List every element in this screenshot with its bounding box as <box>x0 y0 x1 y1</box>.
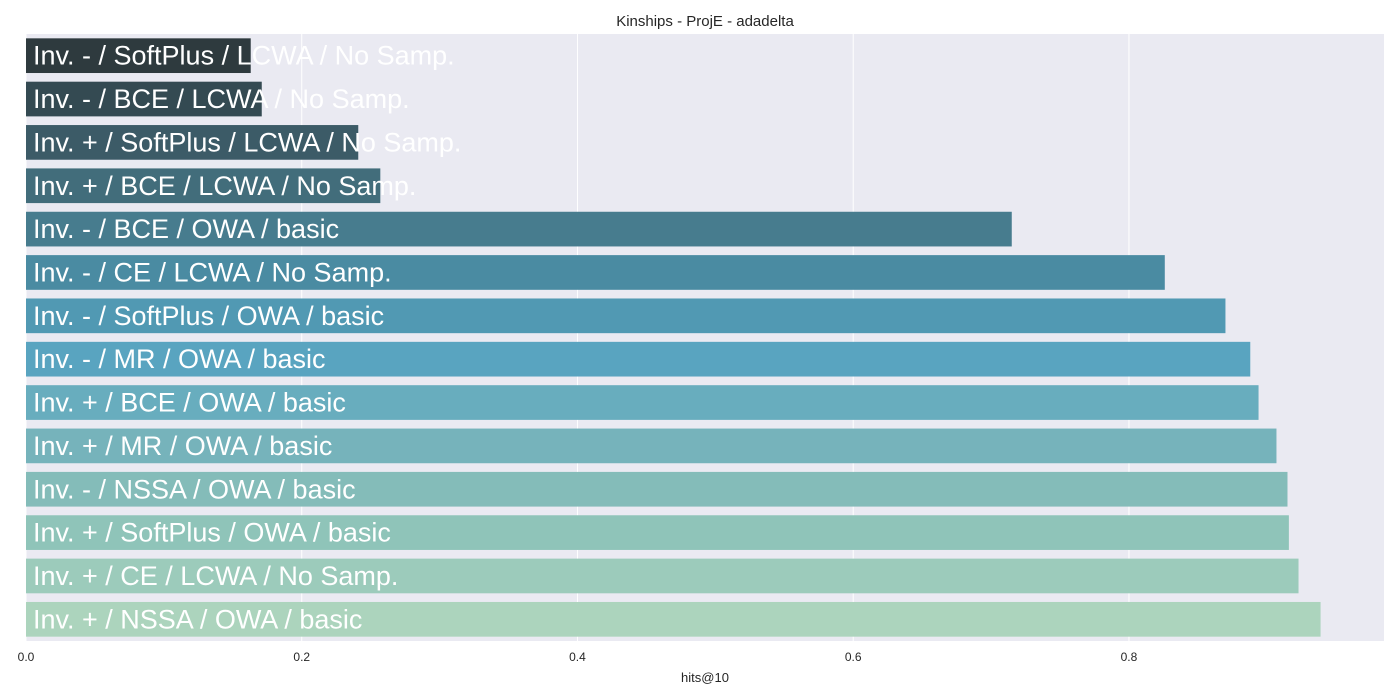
bar-label: Inv. - / SoftPlus / LCWA / No Samp. <box>33 41 455 71</box>
x-tick-labels: 0.0 0.2 0.4 0.6 0.8 <box>18 650 1138 664</box>
bar <box>26 428 1277 464</box>
bar-label: Inv. + / CE / LCWA / No Samp. <box>33 561 398 591</box>
x-tick-label: 0.4 <box>569 650 586 664</box>
bar <box>26 471 1288 507</box>
bar <box>26 168 381 204</box>
bar <box>26 601 1321 637</box>
bar <box>26 38 251 74</box>
bar <box>26 558 1299 594</box>
bar <box>26 298 1226 334</box>
bar-label: Inv. + / BCE / OWA / basic <box>33 388 346 418</box>
bar-label: Inv. - / SoftPlus / OWA / basic <box>33 301 384 331</box>
bar-labels: Inv. - / SoftPlus / LCWA / No Samp. Inv. … <box>33 41 461 635</box>
bar <box>26 81 262 117</box>
bar-label: Inv. + / MR / OWA / basic <box>33 431 332 461</box>
x-tick-label: 0.6 <box>845 650 862 664</box>
chart-title: Kinships - ProjE - adadelta <box>616 13 794 30</box>
x-axis-label: hits@10 <box>681 670 729 685</box>
bar <box>26 255 1165 290</box>
x-tick-label: 0.2 <box>293 650 310 664</box>
bar-label: Inv. + / BCE / LCWA / No Samp. <box>33 171 416 201</box>
bars <box>26 38 1321 637</box>
bar-label: Inv. - / BCE / LCWA / No Samp. <box>33 84 410 114</box>
bar <box>26 125 359 160</box>
bar-label: Inv. - / MR / OWA / basic <box>33 344 326 374</box>
bar <box>26 515 1289 550</box>
bar-label: Inv. - / NSSA / OWA / basic <box>33 474 356 504</box>
bar-label: Inv. - / BCE / OWA / basic <box>33 214 339 244</box>
bar <box>26 341 1251 377</box>
bar-label: Inv. + / SoftPlus / LCWA / No Samp. <box>33 127 461 157</box>
bar-label: Inv. - / CE / LCWA / No Samp. <box>33 257 392 287</box>
x-tick-label: 0.0 <box>18 650 35 664</box>
x-tick-label: 0.8 <box>1121 650 1138 664</box>
bar-label: Inv. + / SoftPlus / OWA / basic <box>33 518 391 548</box>
bar-label: Inv. + / NSSA / OWA / basic <box>33 604 362 634</box>
bar <box>26 211 1012 247</box>
bar <box>26 385 1259 420</box>
